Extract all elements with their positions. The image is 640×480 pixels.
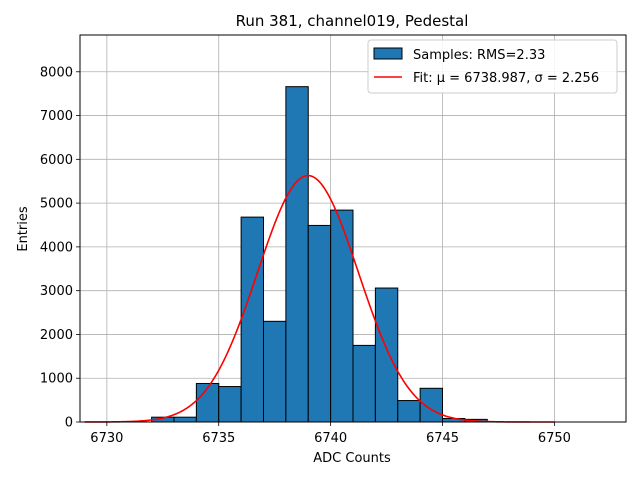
legend-histogram-swatch bbox=[373, 47, 403, 60]
histogram-bar bbox=[374, 287, 399, 423]
y-tick-label: 8000 bbox=[40, 65, 73, 80]
x-tick-label: 6735 bbox=[202, 431, 235, 446]
histogram-bar bbox=[262, 320, 287, 423]
legend: Samples: RMS=2.33 Fit: μ = 6738.987, σ =… bbox=[367, 39, 618, 94]
x-tick-label: 6730 bbox=[90, 431, 123, 446]
histogram-bar bbox=[397, 400, 421, 423]
y-tick-label: 6000 bbox=[40, 153, 73, 168]
x-tick-label: 6750 bbox=[538, 431, 571, 446]
y-tick-label: 1000 bbox=[40, 372, 73, 387]
histogram-bar bbox=[240, 216, 264, 423]
y-tick-label: 7000 bbox=[40, 109, 73, 124]
histogram-bar bbox=[352, 344, 376, 423]
legend-fit-label: Fit: μ = 6738.987, σ = 2.256 bbox=[413, 71, 599, 86]
plot-area-frame bbox=[79, 34, 627, 423]
y-tick-label: 3000 bbox=[40, 284, 73, 299]
x-tick-label: 6740 bbox=[314, 431, 347, 446]
y-axis-ticks: 0 1000 2000 3000 4000 5000 6000 7000 8000 bbox=[40, 65, 80, 431]
y-tick-label: 5000 bbox=[40, 197, 73, 212]
y-tick-label: 2000 bbox=[40, 328, 73, 343]
x-axis-label: ADC Counts bbox=[313, 451, 391, 466]
y-tick-label: 4000 bbox=[40, 240, 73, 255]
histogram-bar bbox=[173, 416, 197, 423]
y-axis-label: Entries bbox=[16, 206, 31, 252]
x-tick-label: 6745 bbox=[426, 431, 459, 446]
histogram-bar bbox=[195, 382, 220, 423]
histogram-bar bbox=[307, 224, 332, 423]
histogram-bar bbox=[285, 86, 309, 423]
histogram-bars bbox=[151, 86, 488, 423]
legend-box bbox=[367, 39, 618, 94]
legend-histogram-label: Samples: RMS=2.33 bbox=[413, 48, 545, 63]
histogram-bar bbox=[218, 386, 242, 423]
histogram-bar bbox=[419, 387, 444, 423]
histogram-bar bbox=[330, 209, 354, 423]
fit-curve bbox=[84, 174, 555, 423]
chart-title: Run 381, channel019, Pedestal bbox=[236, 12, 469, 30]
y-tick-label: 0 bbox=[65, 416, 73, 431]
x-axis-ticks: 6730 6735 6740 6745 6750 bbox=[90, 422, 571, 446]
